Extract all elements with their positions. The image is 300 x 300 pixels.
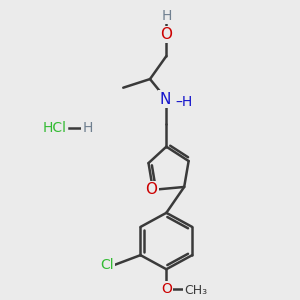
Text: N: N (159, 92, 170, 107)
Text: H: H (82, 121, 93, 135)
Text: CH₃: CH₃ (184, 284, 207, 297)
Text: H: H (161, 9, 172, 23)
Text: Cl: Cl (100, 258, 114, 272)
Text: –H: –H (176, 94, 193, 109)
Text: O: O (146, 182, 158, 197)
Text: HCl: HCl (43, 121, 67, 135)
Text: O: O (160, 27, 172, 42)
Text: O: O (161, 282, 172, 296)
